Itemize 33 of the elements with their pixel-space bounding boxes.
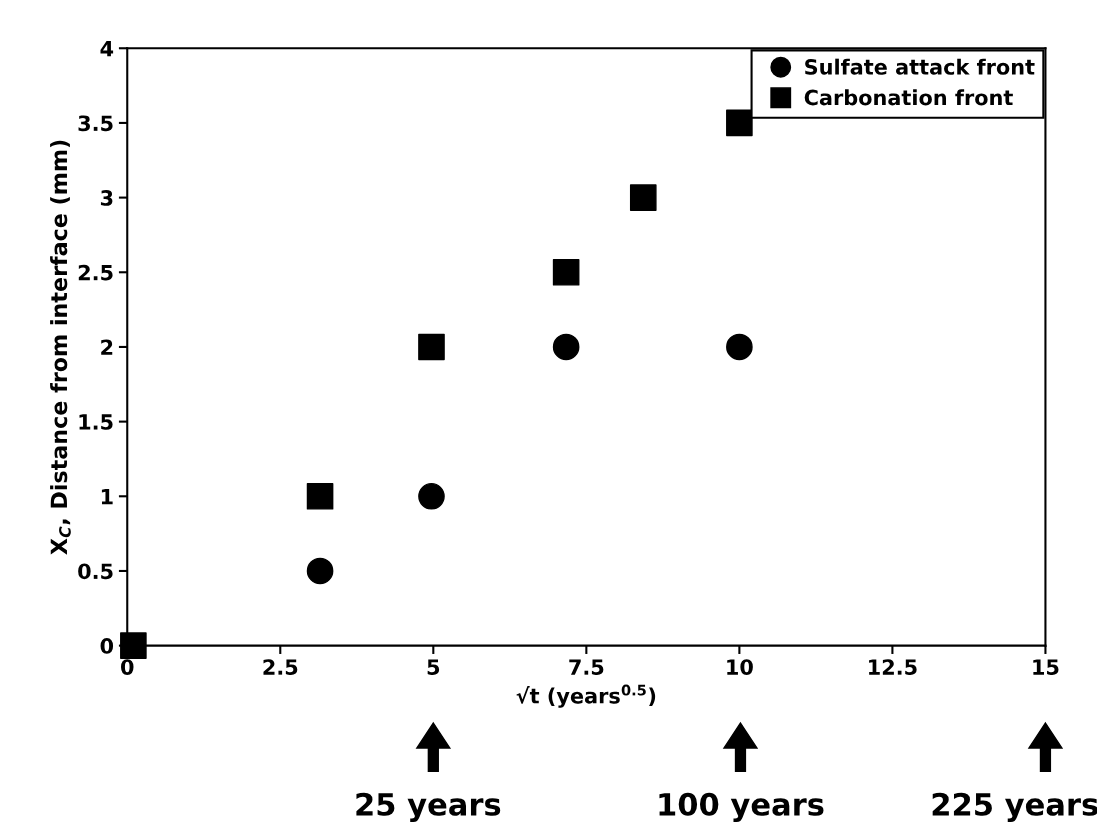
point: [552, 258, 580, 286]
y-tick-label: 1.5: [79, 414, 113, 430]
x-tick-label: 2.5: [263, 659, 298, 675]
point: [306, 482, 334, 510]
point: [726, 109, 753, 137]
y-tick-label: 3: [100, 190, 113, 206]
point: [629, 184, 657, 211]
x-tick-label: 5: [427, 659, 440, 675]
point: [120, 632, 147, 659]
point: [418, 333, 445, 361]
y-tick-label: 2.5: [78, 264, 113, 281]
point: [418, 482, 445, 510]
point: [306, 557, 334, 585]
x-tick-label: 7.5: [569, 659, 604, 675]
y-tick-label: 1: [101, 489, 113, 505]
legend-label: Sulfate attack front: [805, 58, 1035, 75]
y-tick-label: 2: [101, 339, 113, 355]
x-tick-label: 10: [727, 659, 753, 675]
point: [726, 333, 753, 361]
text: 25 years: [356, 792, 501, 823]
x-tick-label: 12.5: [869, 659, 917, 675]
y-tick-label: 4: [100, 40, 114, 57]
text: 100 years: [659, 792, 824, 823]
text: 225 years: [932, 792, 1097, 823]
y-axis-title: X$_{C}$, Distance from interface (mm): [50, 140, 71, 555]
y-tick-label: 0.5: [78, 563, 113, 580]
y-tick-label: 3.5: [78, 115, 113, 132]
x-axis-title: √t (years$^{0.5}$): [516, 684, 656, 708]
x-tick-label: 0: [121, 659, 134, 675]
y-tick-label: 0: [100, 638, 114, 654]
legend-label: Carbonation front: [804, 89, 1013, 106]
x-tick-label: 15: [1033, 659, 1059, 675]
point: [552, 333, 580, 361]
